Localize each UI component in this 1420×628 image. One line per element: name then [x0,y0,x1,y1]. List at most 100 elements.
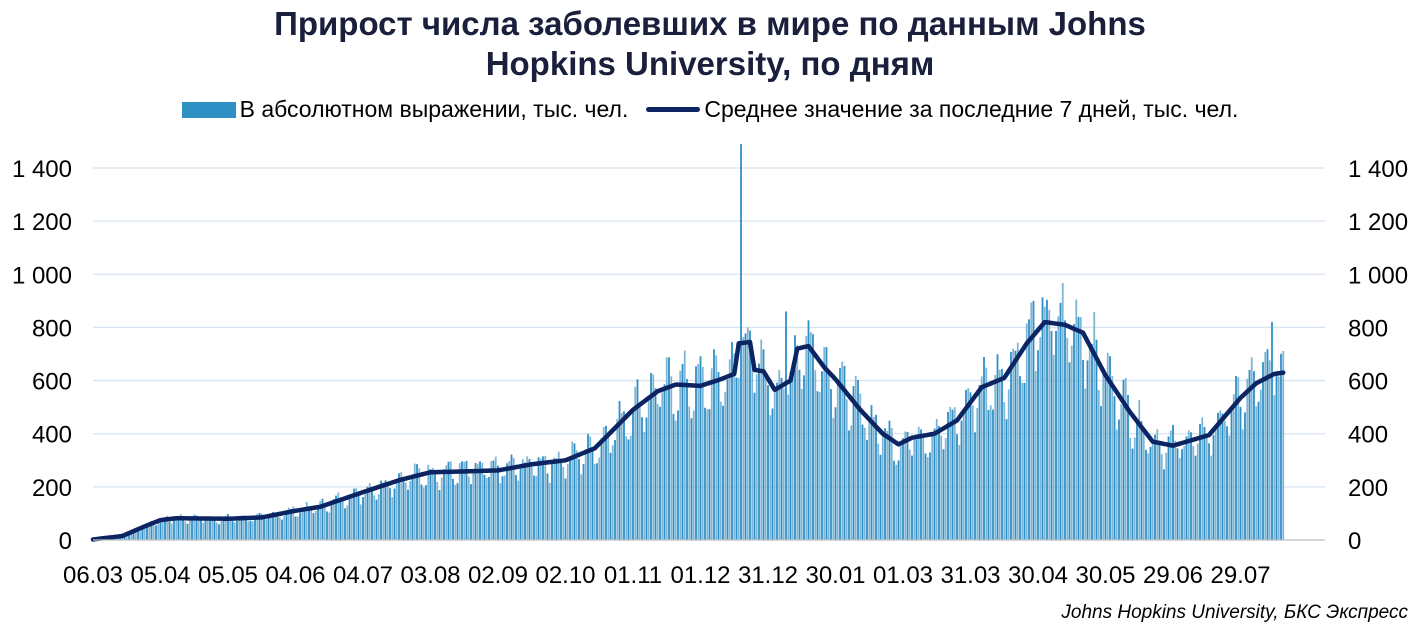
bar [467,476,470,540]
bar [1235,375,1237,540]
bar [906,431,909,540]
bar [1223,420,1226,540]
bar [323,503,326,540]
bar [1203,426,1206,540]
bar [614,440,616,540]
bar [933,428,936,540]
bar [209,517,211,540]
bar [1176,448,1179,540]
bar [623,411,625,540]
bar [704,407,706,540]
bar [890,428,893,540]
bar [998,369,1001,540]
bar [947,411,949,540]
bar [1259,389,1262,540]
bar [404,482,407,540]
bar [733,353,736,540]
bar [791,363,794,540]
bar [368,483,371,540]
bar [863,427,866,540]
bar [389,488,391,540]
bar [461,461,463,540]
bar [1109,356,1111,540]
bar [656,404,659,540]
bar [832,417,835,540]
bar [686,379,688,540]
bar [436,481,439,540]
bar [724,391,727,540]
bar [902,438,904,540]
bar [481,462,484,540]
bar [386,484,389,540]
bar [1169,430,1172,540]
bar [886,430,889,540]
bar [823,346,826,540]
bar [758,363,760,540]
bar [553,457,556,540]
bar [1104,374,1107,540]
y-axis-left: 0 200 400 600 800 1 000 1 200 1 400 [12,156,72,555]
bar [1124,377,1127,540]
bar [1214,424,1217,540]
bar [854,375,857,540]
bar [690,418,693,540]
bar [377,494,380,540]
bar [409,480,412,540]
bar [611,445,614,540]
bar [938,426,940,540]
bar [796,345,799,540]
bar [346,505,349,540]
bar [195,515,198,540]
bar [924,453,927,540]
bar [1041,297,1044,540]
bar [805,336,808,540]
bar [425,485,427,540]
bar [546,473,549,540]
bar [575,450,578,540]
bar [746,327,749,540]
bar [596,463,598,540]
bar [692,410,695,540]
bar [263,517,265,540]
bar [1059,302,1062,540]
bar [803,375,805,540]
bar [328,512,331,540]
bar [1050,331,1053,540]
bar [245,517,247,540]
bar [274,513,277,540]
bar [458,463,461,540]
bar [402,479,405,540]
bar [139,531,142,540]
bar [1075,299,1078,540]
bar [715,355,718,540]
bar [816,391,819,540]
bar [155,525,157,540]
bar [1210,455,1213,540]
bar [843,365,846,540]
bar [830,389,832,540]
bar [157,522,160,540]
bar [548,482,551,540]
bar [526,456,529,540]
bar [940,435,943,540]
bar [1255,406,1258,540]
bar [1064,320,1066,540]
bar [839,368,841,540]
bar [605,425,607,540]
bar [1273,395,1276,540]
bar [1142,430,1145,540]
bar [787,394,790,540]
bar [170,523,173,540]
bar [506,463,508,540]
bar [1192,446,1195,540]
bar [778,369,781,540]
bar [438,490,441,540]
chart-title-line-1: Прирост числа заболевших в мире по данны… [274,5,1146,42]
bar [308,506,310,540]
bar [229,517,232,540]
bar [1268,360,1271,540]
bar [591,448,594,540]
bar [753,392,756,540]
bar [524,462,526,540]
bar [533,475,535,540]
